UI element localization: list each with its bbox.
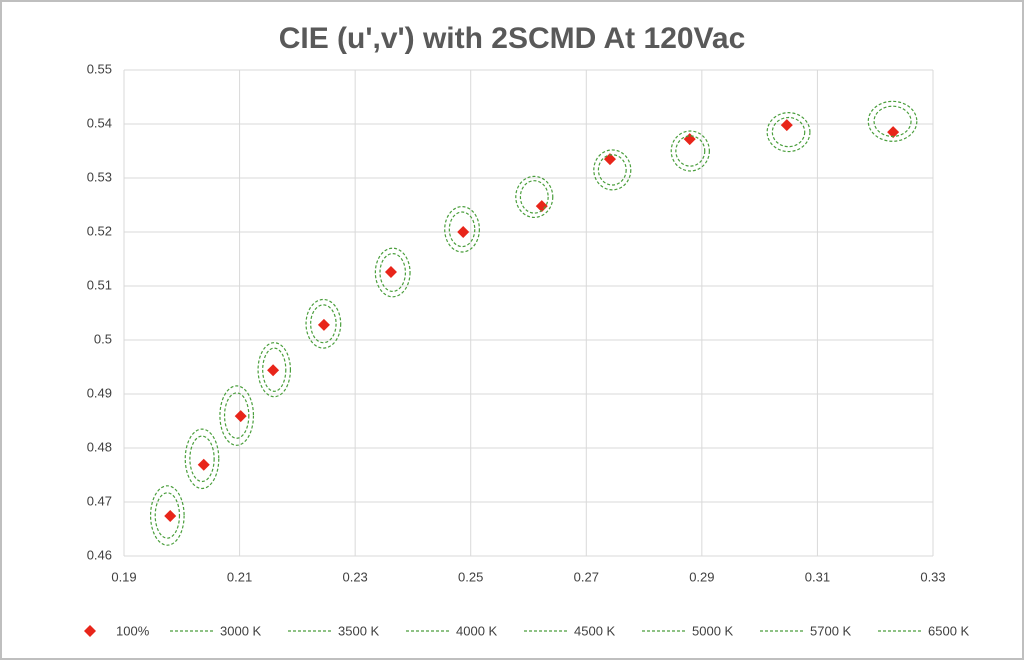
ellipse	[262, 347, 287, 392]
x-tick-label: 0.29	[689, 569, 714, 584]
legend-label: 3500 K	[338, 623, 380, 638]
ellipse	[310, 304, 337, 344]
point	[267, 364, 280, 377]
legend-label: 6500 K	[928, 623, 970, 638]
x-tick-label: 0.25	[458, 569, 483, 584]
x-tick-label: 0.33	[920, 569, 945, 584]
ellipse	[257, 342, 292, 398]
ellipse	[867, 100, 918, 142]
point	[234, 410, 247, 423]
y-tick-label: 0.55	[87, 61, 112, 76]
x-tick-label: 0.23	[342, 569, 367, 584]
point	[197, 458, 210, 471]
ellipse	[379, 253, 407, 293]
legend-label: 3000 K	[220, 623, 262, 638]
ellipse	[184, 428, 220, 490]
ellipse	[149, 485, 185, 546]
y-tick-label: 0.5	[94, 331, 112, 346]
point	[317, 318, 330, 331]
y-tick-label: 0.48	[87, 439, 112, 454]
ellipse	[189, 435, 215, 483]
x-tick-label: 0.31	[805, 569, 830, 584]
ellipse	[873, 105, 912, 138]
ellipse	[223, 392, 250, 439]
ellipse	[519, 180, 549, 214]
x-tick-label: 0.27	[574, 569, 599, 584]
y-tick-label: 0.54	[87, 115, 112, 130]
point	[164, 510, 177, 523]
ellipse	[448, 211, 476, 248]
point	[887, 126, 900, 139]
y-tick-label: 0.47	[87, 493, 112, 508]
legend-label: 5700 K	[810, 623, 852, 638]
ellipse	[374, 247, 411, 298]
ellipse	[597, 154, 627, 186]
y-tick-label: 0.49	[87, 385, 112, 400]
ellipse	[670, 130, 710, 172]
ellipse	[154, 492, 181, 539]
ellipse	[444, 206, 480, 253]
legend-label: 100%	[116, 623, 150, 638]
legend-label: 4000 K	[456, 623, 498, 638]
ellipse	[305, 298, 342, 349]
y-tick-label: 0.52	[87, 223, 112, 238]
legend-label: 4500 K	[574, 623, 616, 638]
point	[780, 119, 793, 132]
point	[535, 200, 548, 213]
ellipse	[515, 175, 554, 219]
ellipse	[771, 116, 806, 148]
y-tick-label: 0.46	[87, 547, 112, 562]
x-tick-label: 0.21	[227, 569, 252, 584]
ellipse	[766, 112, 811, 153]
legend-marker	[84, 625, 96, 637]
legend-label: 5000 K	[692, 623, 734, 638]
chart-title: CIE (u',v') with 2SCMD At 120Vac	[279, 22, 746, 55]
y-tick-label: 0.51	[87, 277, 112, 292]
point	[457, 226, 470, 238]
x-tick-label: 0.19	[111, 569, 136, 584]
ellipse	[675, 135, 706, 167]
ellipse	[593, 149, 632, 191]
point	[384, 265, 397, 278]
y-tick-label: 0.53	[87, 169, 112, 184]
ellipse	[219, 385, 255, 446]
